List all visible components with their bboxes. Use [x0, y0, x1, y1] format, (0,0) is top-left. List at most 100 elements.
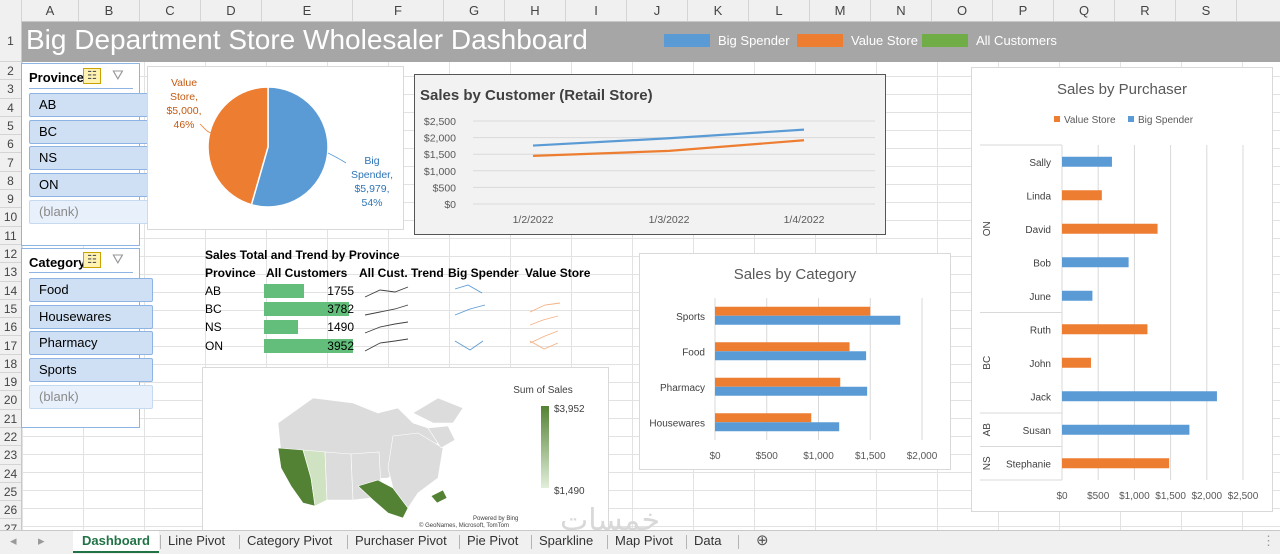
pie-data-label-big-spender: 54%: [361, 197, 382, 209]
column-header-R[interactable]: R: [1115, 0, 1176, 21]
scroll-tabs-right-icon[interactable]: ▸: [38, 533, 45, 548]
column-header-P[interactable]: P: [993, 0, 1054, 21]
row-header-5[interactable]: 5: [0, 117, 21, 136]
pie-chart[interactable]: Value Store, $5,000, 46% Big Spender, $5,979, 5…: [147, 66, 404, 230]
tab-category-pivot[interactable]: Category Pivot: [247, 533, 333, 548]
tab-pie-pivot[interactable]: Pie Pivot: [467, 533, 519, 548]
bar-big-spender: [715, 422, 840, 432]
x-tick-label: $0: [1056, 491, 1068, 502]
row-header-1[interactable]: 1: [0, 21, 21, 62]
legend-swatch-1: [664, 34, 710, 47]
row-header-19[interactable]: 19: [0, 373, 21, 392]
row-header-21[interactable]: 21: [0, 410, 21, 428]
tab-separator: [459, 535, 460, 549]
province-slicer[interactable]: Province ☷ ⛛ AB BC NS ON (blank): [21, 63, 153, 246]
row-header-15[interactable]: 15: [0, 300, 21, 319]
purchaser-label: David: [1025, 225, 1051, 236]
row-header-11[interactable]: 11: [0, 227, 21, 245]
column-header-H[interactable]: H: [505, 0, 566, 21]
row-header-9[interactable]: 9: [0, 190, 21, 209]
column-header-Q[interactable]: Q: [1054, 0, 1115, 21]
map-legend-title: Sum of Sales: [513, 385, 572, 396]
tab-data[interactable]: Data: [694, 533, 722, 548]
province-group-label: BC: [982, 356, 993, 370]
clear-filter-icon[interactable]: ⛛: [112, 67, 124, 83]
row-header-25[interactable]: 25: [0, 483, 21, 502]
row-header-2[interactable]: 2: [0, 62, 21, 81]
column-header-I[interactable]: I: [566, 0, 627, 21]
row-header-10[interactable]: 10: [0, 208, 21, 227]
slicer-item-bc[interactable]: BC: [29, 119, 153, 144]
column-header-J[interactable]: J: [627, 0, 688, 21]
column-header-D[interactable]: D: [201, 0, 262, 21]
row-header-20[interactable]: 20: [0, 391, 21, 410]
slicer-item-food[interactable]: Food: [29, 278, 153, 302]
column-header-F[interactable]: F: [353, 0, 444, 21]
row-header-8[interactable]: 8: [0, 172, 21, 191]
province-group-label: AB: [982, 423, 993, 437]
row-header-23[interactable]: 23: [0, 446, 21, 465]
column-header-G[interactable]: G: [444, 0, 505, 21]
x-tick-label: $1,000: [1119, 491, 1150, 502]
row-header-24[interactable]: 24: [0, 465, 21, 483]
category-label: Sports: [676, 312, 705, 323]
row-header-13[interactable]: 13: [0, 263, 21, 282]
slicer-item-on[interactable]: ON: [29, 173, 153, 198]
purchaser-bar-chart[interactable]: Sales by Purchaser Value Store Big Spender…: [971, 67, 1273, 512]
row-header-16[interactable]: 16: [0, 318, 21, 337]
column-header-L[interactable]: L: [749, 0, 810, 21]
province-cell: BC: [205, 302, 222, 317]
line-chart-svg: Sales by Customer (Retail Store) $2,500 $2…: [420, 87, 875, 226]
tab-purchaser-pivot[interactable]: Purchaser Pivot: [355, 533, 447, 548]
tab-dashboard[interactable]: Dashboard: [73, 531, 159, 553]
clear-filter-icon[interactable]: ⛛: [112, 251, 124, 267]
tab-map-pivot[interactable]: Map Pivot: [615, 533, 673, 548]
big-spender-sparkline: [454, 304, 486, 316]
column-header-B[interactable]: B: [79, 0, 140, 21]
pie-slice-value-store: [207, 86, 269, 206]
row-header-22[interactable]: 22: [0, 428, 21, 447]
column-header-M[interactable]: M: [810, 0, 871, 21]
purchaser-label: Sally: [1029, 158, 1051, 169]
category-bar-chart[interactable]: Sales by Category $0 $500 $1,000 $1,500 $2,00…: [639, 253, 951, 470]
province-map-chart[interactable]: Sum of Sales $3,952 $1,490 Powered by Bing ©…: [202, 367, 609, 530]
tab-bar-options-icon[interactable]: ⋮: [1262, 533, 1275, 548]
tab-line-pivot[interactable]: Line Pivot: [168, 533, 226, 548]
row-header-12[interactable]: 12: [0, 245, 21, 264]
row-header-4[interactable]: 4: [0, 99, 21, 117]
slicer-item-blank[interactable]: (blank): [29, 199, 153, 224]
multi-select-icon[interactable]: ☷: [83, 68, 101, 84]
column-header-O[interactable]: O: [932, 0, 993, 21]
column-header-C[interactable]: C: [140, 0, 201, 21]
scroll-tabs-left-icon[interactable]: ◂: [10, 533, 17, 548]
column-header-S[interactable]: S: [1176, 0, 1237, 21]
row-header-17[interactable]: 17: [0, 337, 21, 355]
tab-sparkline[interactable]: Sparkline: [539, 533, 594, 548]
purchaser-label: Stephanie: [1006, 459, 1051, 470]
line-chart-title: Sales by Customer (Retail Store): [420, 87, 653, 104]
new-sheet-icon[interactable]: ⊕: [756, 532, 769, 549]
row-header-3[interactable]: 3: [0, 80, 21, 99]
category-slicer[interactable]: Category ☷ ⛛ Food Housewares Pharmacy Sport…: [21, 248, 153, 428]
row-header-14[interactable]: 14: [0, 282, 21, 300]
column-header-K[interactable]: K: [688, 0, 749, 21]
column-header-E[interactable]: E: [262, 0, 353, 21]
row-header-26[interactable]: 26: [0, 501, 21, 520]
province-cell: NS: [205, 320, 222, 335]
multi-select-icon[interactable]: ☷: [83, 252, 101, 268]
slicer-item-ns[interactable]: NS: [29, 146, 153, 171]
row-header-18[interactable]: 18: [0, 355, 21, 374]
slicer-item-ab[interactable]: AB: [29, 93, 153, 117]
column-header-A[interactable]: A: [22, 0, 79, 21]
slicer-item-pharmacy[interactable]: Pharmacy: [29, 331, 153, 356]
row-header-6[interactable]: 6: [0, 135, 21, 154]
category-chart-title: Sales by Category: [734, 266, 857, 283]
map-province-sk: [324, 451, 354, 501]
row-header-7[interactable]: 7: [0, 154, 21, 172]
slicer-item-blank[interactable]: (blank): [29, 384, 153, 409]
column-header-N[interactable]: N: [871, 0, 932, 21]
select-all-corner[interactable]: [0, 0, 22, 21]
slicer-item-housewares[interactable]: Housewares: [29, 304, 153, 329]
line-chart[interactable]: Sales by Customer (Retail Store) $2,500 $2…: [414, 74, 886, 235]
slicer-item-sports[interactable]: Sports: [29, 358, 153, 383]
